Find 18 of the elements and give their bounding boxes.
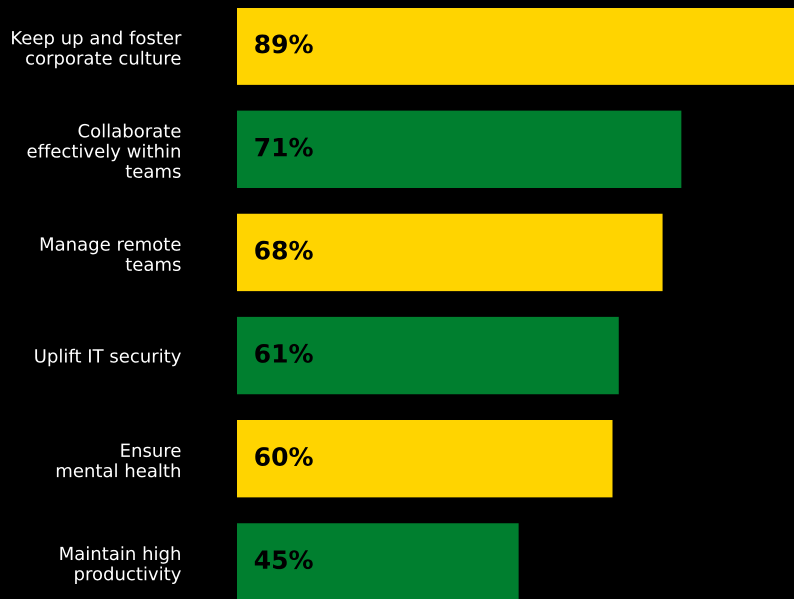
y-tick-label: Collaborate effectively within teams bbox=[27, 124, 181, 178]
y-tick-label: Maintain high productivity bbox=[60, 546, 181, 584]
bar bbox=[237, 8, 794, 85]
bar bbox=[237, 523, 519, 599]
y-tick-label: Keep up and foster corporate culture bbox=[12, 30, 182, 68]
data-label: 45% bbox=[254, 550, 313, 570]
data-label: 89% bbox=[255, 34, 313, 54]
data-label: 60% bbox=[255, 447, 313, 466]
bar bbox=[237, 420, 613, 498]
y-tick-label: Ensure mental health bbox=[56, 444, 180, 478]
data-label: 61% bbox=[255, 344, 313, 363]
y-tick-label: Uplift IT security bbox=[35, 348, 181, 366]
bar bbox=[237, 214, 663, 292]
data-label: 68% bbox=[255, 240, 313, 260]
bar bbox=[237, 110, 682, 188]
y-tick-label: Manage remote teams bbox=[40, 237, 181, 272]
data-label: 71% bbox=[255, 138, 313, 157]
bar bbox=[237, 316, 619, 394]
